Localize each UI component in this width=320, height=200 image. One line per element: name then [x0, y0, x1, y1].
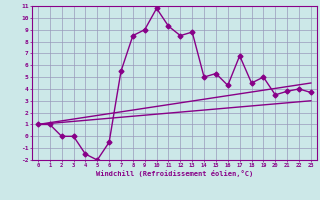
X-axis label: Windchill (Refroidissement éolien,°C): Windchill (Refroidissement éolien,°C): [96, 170, 253, 177]
